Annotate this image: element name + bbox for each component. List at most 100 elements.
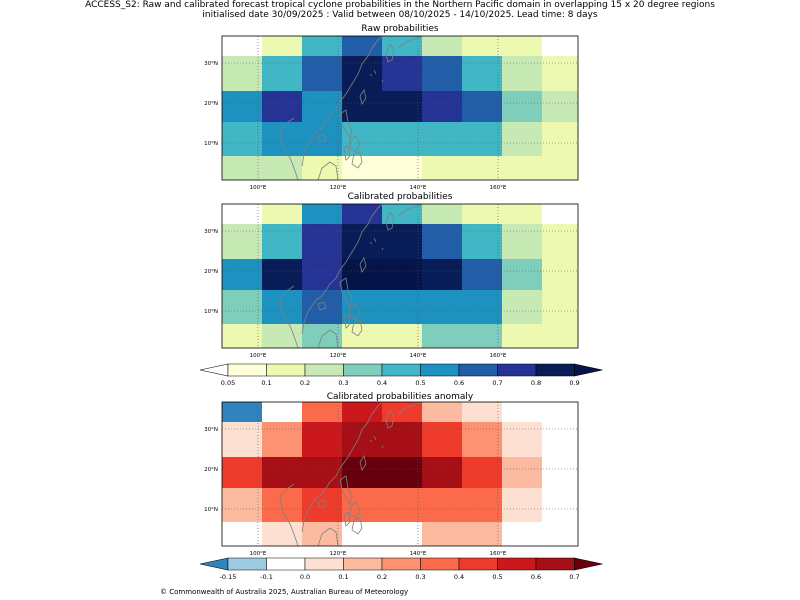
colorbar-under-arrow [199,557,229,571]
map-cell [342,156,382,180]
colorbar-over-arrow [574,557,603,571]
colorbar-tick-label: 0.0 [300,573,310,581]
map-cell [302,224,342,259]
map-cell [462,224,502,259]
x-tick-label: 140°E [410,551,427,557]
map-cell [502,259,542,290]
colorbar-segment [381,363,421,377]
map-cell [382,91,422,122]
coastline [317,133,327,143]
map-cell [542,91,578,122]
colorbar-tick-label: -0.1 [260,573,273,581]
coastline [349,135,361,153]
x-tick-label: 160°E [490,185,507,191]
map-cell [382,457,422,488]
map-cell [382,402,422,422]
map-cell [222,259,262,290]
colorbar-tick-label: -0.15 [220,573,237,581]
map-cell [262,122,302,156]
map-cell [342,259,382,290]
map-cell [342,457,382,488]
colorbar-segment [304,363,344,377]
map-cell [542,522,578,546]
raw-map-title: Raw probabilities [361,24,439,34]
coastline [369,435,384,449]
map-cell [302,259,342,290]
map-cell [382,156,422,180]
map-cell [462,36,502,56]
map-cell [542,422,578,457]
map-cell [222,36,262,56]
map-cell [422,56,462,91]
x-tick-label: 120°E [330,551,347,557]
map-cell [422,224,462,259]
coastline [317,161,339,181]
map-cell [222,290,262,324]
colorbar-segment [343,363,383,377]
map-cell [262,488,302,522]
map-cell [262,36,302,56]
map-cell [502,457,542,488]
y-tick-label: 20°N [204,269,218,275]
map-cell [342,488,382,522]
coastline [351,151,363,169]
x-tick-label: 100°E [250,551,267,557]
y-tick-label: 30°N [204,427,218,433]
colorbar-segment [266,363,306,377]
coastline [369,237,384,251]
map-cell [502,224,542,259]
coastline [385,211,395,231]
map-cell [542,290,578,324]
map-cell [542,259,578,290]
colorbar-segment [381,557,421,571]
map-cell [262,422,302,457]
map-cell [462,522,502,546]
map-cell [422,122,462,156]
y-tick-label: 10°N [204,141,218,147]
coastline [397,401,423,415]
map-cell [542,56,578,91]
colorbar-tick-label: 0.2 [377,573,387,581]
map-cell [382,522,422,546]
colorbar-tick-label: 0.8 [531,379,541,387]
map-cell [462,324,502,348]
colorbar-segment [497,363,537,377]
coastline [351,517,363,535]
colorbar-tick-label: 0.1 [338,573,348,581]
coastline [351,319,363,337]
colorbar-tick-label: 0.3 [338,379,348,387]
map-cell [542,224,578,259]
map-cell [462,122,502,156]
anomaly-map-title: Calibrated probabilities anomaly [326,392,474,402]
colorbar-segment [497,557,537,571]
figure-title-line-1: ACCESS_S2: Raw and calibrated forecast t… [85,0,715,10]
map-cell [462,488,502,522]
colorbar-segment [227,557,267,571]
map-cell [302,56,342,91]
probability-colorbar: 0.05 0.1 0.2 0.3 0.4 0.5 0.6 0.7 0.8 0.9 [199,363,603,387]
map-cell [262,224,302,259]
coastline [279,285,299,349]
coastline [339,109,353,139]
colorbar-segment [227,363,267,377]
map-cell [502,156,542,180]
map-frame [221,35,579,181]
coastline [385,43,395,63]
colorbar-tick-label: 0.9 [569,379,579,387]
map-cell [462,204,502,224]
colorbar-segment [420,557,460,571]
map-cell [262,457,302,488]
map-cell [542,457,578,488]
map-cell [302,422,342,457]
map-cell [422,402,462,422]
copyright-footer: © Commonwealth of Australia 2025, Austra… [160,588,409,596]
map-cell [502,488,542,522]
map-cell [382,204,422,224]
x-tick-label: 100°E [250,353,267,359]
x-tick-label: 120°E [330,185,347,191]
colorbar-tick-label: 0.3 [415,573,425,581]
map-frame [221,401,579,547]
colorbar-tick-label: 0.7 [492,379,502,387]
map-cell [222,402,262,422]
